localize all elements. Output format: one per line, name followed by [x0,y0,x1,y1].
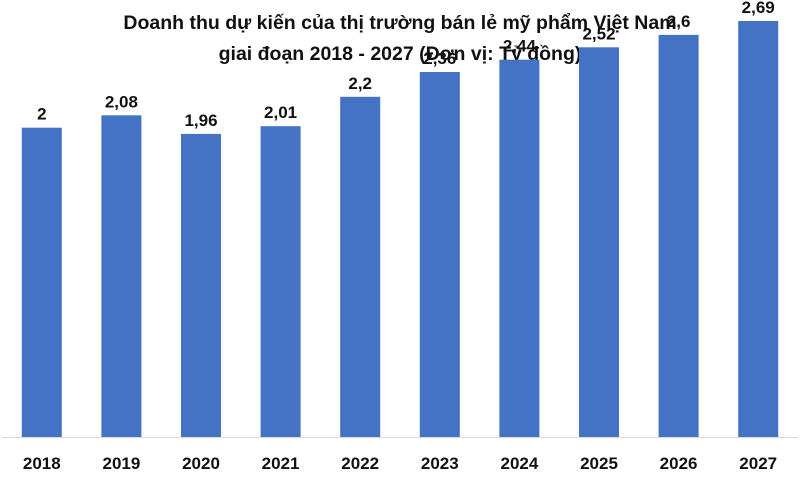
x-tick-label-2027: 2027 [739,454,777,473]
bar-2018 [21,127,62,437]
x-tick-label-2025: 2025 [580,454,618,473]
chart-title-line-2: giai đoạn 2018 - 2027 (Đơn vị: Tỷ đồng) [218,43,582,65]
bar-2027 [738,21,779,437]
bar-2025 [579,47,619,438]
data-label-2022: 2,2 [348,74,372,93]
data-label-2020: 1,96 [184,111,217,130]
x-tick-label-2019: 2019 [102,454,140,473]
x-tick-label-2022: 2022 [341,454,379,473]
data-label-2027: 2,69 [742,0,775,17]
bar-2019 [101,115,142,438]
data-label-2023: 2,36 [423,49,456,68]
x-tick-label-2018: 2018 [23,454,61,473]
chart-title-line-1: Doanh thu dự kiến của thị trường bán lẻ … [123,12,677,34]
data-label-2024: 2,44 [503,37,537,56]
x-tick-label-2020: 2020 [182,454,220,473]
data-label-2025: 2,52 [582,24,615,43]
data-label-2026: 2,6 [667,12,691,31]
x-tick-label-2026: 2026 [660,454,698,473]
bar-2024 [499,59,540,437]
data-label-2018: 2 [37,105,46,124]
bar-2021 [260,126,301,437]
x-tick-label-2023: 2023 [421,454,459,473]
bar-2023 [419,72,460,437]
data-label-2021: 2,01 [264,103,297,122]
bar-2020 [181,133,221,437]
data-label-2019: 2,08 [105,92,138,111]
x-tick-label-2021: 2021 [262,454,300,473]
chart-title: Doanh thu dự kiến của thị trường bán lẻ … [0,8,800,70]
x-tick-label-2024: 2024 [500,454,538,473]
bar-2022 [340,96,381,438]
bar-2026 [658,34,699,438]
